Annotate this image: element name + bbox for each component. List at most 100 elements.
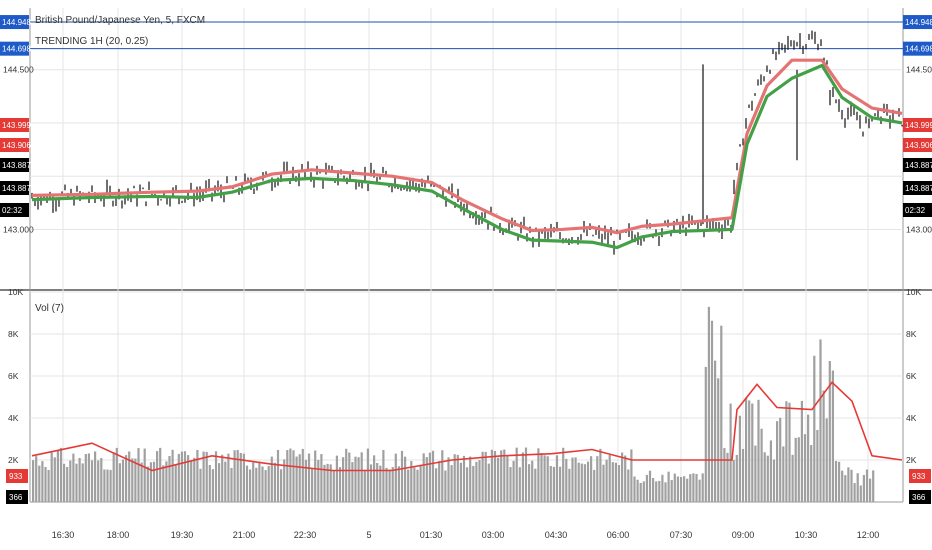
volume-bar (456, 454, 459, 502)
green_band-line[interactable] (31, 63, 903, 250)
volume-bar (847, 467, 850, 502)
volume-bar (828, 360, 831, 502)
level-badge-label: 144.698 (2, 45, 31, 54)
volume-bar (698, 479, 701, 502)
volume-bar (249, 469, 252, 502)
volume-bar (686, 478, 689, 502)
volume-tick-right: 10K (906, 287, 921, 297)
price-tick-left: 143.000 (3, 224, 34, 234)
volume-bar (369, 464, 373, 502)
volume-tick-left: 8K (8, 329, 19, 339)
volume-bar (165, 461, 168, 502)
volume-bar (131, 458, 134, 502)
volume-bar (394, 453, 397, 502)
volume-bar (221, 454, 224, 502)
level-badge (903, 41, 932, 56)
volume-bar (354, 456, 357, 502)
volume-bar (447, 457, 450, 502)
volume-bar (853, 483, 856, 502)
price-tick-left: 144.500 (3, 65, 34, 75)
volume-bar (218, 463, 221, 502)
volume-bar (239, 452, 242, 502)
volume-bar (177, 453, 180, 502)
time-tick-label: 04:30 (545, 530, 568, 540)
volume-bar (797, 437, 800, 502)
volume-bar (323, 464, 326, 502)
volume-bar (196, 449, 199, 502)
volume-bar (187, 455, 190, 502)
volume-badge (6, 490, 28, 504)
volume-bar (304, 459, 307, 502)
volume-bar (53, 457, 56, 502)
volume-bar (807, 414, 810, 502)
price-badge (0, 138, 29, 152)
volume-pane[interactable] (31, 306, 903, 502)
volume-bar (298, 454, 301, 502)
volume-badge-label: 933 (912, 472, 926, 481)
volume-bar (317, 459, 320, 502)
volume-bar (679, 476, 683, 502)
volume-bar (397, 466, 400, 502)
time-tick-label: 18:00 (107, 530, 130, 540)
volume-tick-right: 2K (906, 455, 917, 465)
volume-bar (335, 455, 338, 502)
volume-bar (419, 464, 422, 502)
volume-bar (608, 455, 611, 502)
volume-bar (788, 402, 791, 502)
price-badge (903, 138, 932, 152)
volume-tick-right: 4K (906, 413, 917, 423)
volume-badge (909, 490, 931, 504)
volume-bar (667, 471, 670, 502)
volume-bar (503, 449, 506, 502)
volume-bar (459, 462, 462, 502)
volume-bar (109, 469, 112, 502)
volume-bar (816, 429, 819, 502)
price-badge (0, 118, 29, 132)
volume-ma-line[interactable] (31, 381, 903, 472)
volume-bar (190, 461, 193, 502)
time-tick-label: 16:30 (52, 530, 75, 540)
volume-bar (156, 451, 159, 502)
volume-bar (515, 447, 518, 502)
time-tick-label: 19:30 (171, 530, 194, 540)
volume-bar (673, 473, 676, 502)
volume-bar (382, 449, 385, 502)
volume-bar (38, 465, 41, 502)
volume-bar (441, 450, 444, 502)
price-badge-label: 02:32 (2, 206, 23, 215)
volume-bar (714, 360, 717, 502)
volume-bar (252, 462, 255, 502)
volume-bar (748, 400, 751, 502)
volume-tick-left: 2K (8, 455, 19, 465)
volume-bar (664, 482, 667, 502)
price-tick-right: 144.500 (906, 65, 932, 75)
volume-bar (162, 465, 165, 502)
price-badge (903, 158, 932, 172)
volume-bar (586, 461, 590, 502)
volume-bar (800, 400, 803, 502)
volume-bar (50, 452, 53, 502)
volume-bar (211, 469, 214, 502)
time-tick-label: 21:00 (233, 530, 256, 540)
volume-bar (342, 457, 345, 502)
volume-bar (295, 456, 298, 502)
volume-bar (292, 450, 295, 502)
volume-bar (819, 339, 822, 502)
volume-bar (751, 403, 754, 502)
price-badge (0, 181, 29, 195)
volume-bar (81, 463, 84, 502)
volume-bar (242, 453, 245, 502)
volume-bar (645, 474, 648, 502)
price-pane[interactable] (30, 21, 903, 255)
volume-bar (605, 459, 608, 502)
volume-bar (478, 460, 481, 502)
volume-bar (803, 434, 807, 502)
volume-bar (112, 452, 115, 502)
price-badge-label: 143.999 (905, 121, 932, 130)
volume-bar (87, 453, 90, 502)
red_band-line[interactable] (31, 58, 903, 235)
volume-bar (869, 478, 872, 502)
volume-bar (782, 446, 785, 502)
volume-bar (552, 466, 555, 502)
